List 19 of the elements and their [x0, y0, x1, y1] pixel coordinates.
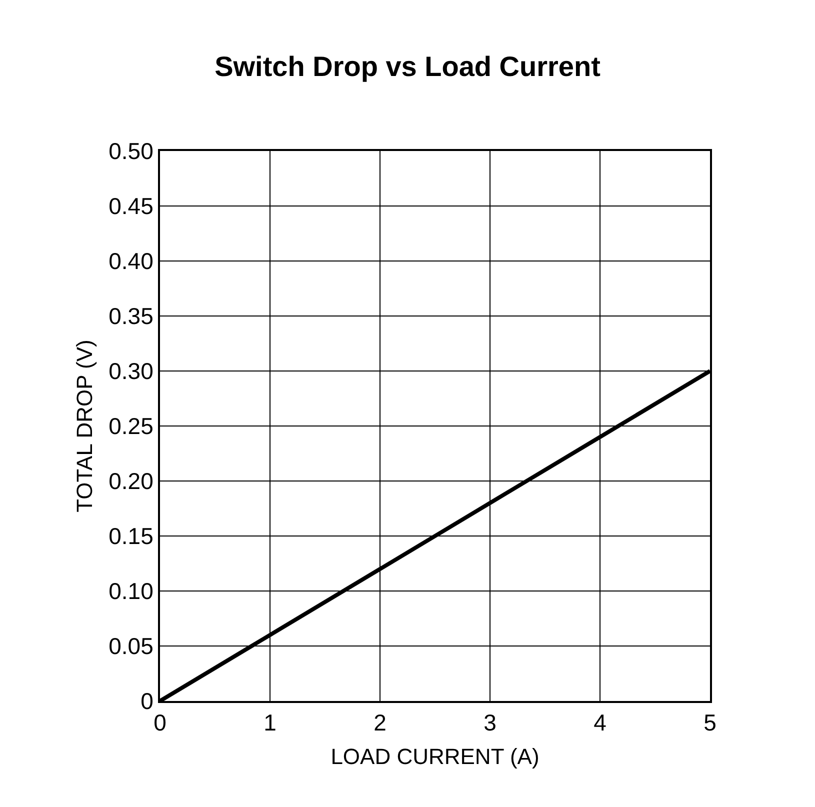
y-tick-label: 0.40	[108, 248, 154, 274]
y-tick-label: 0.35	[108, 303, 154, 330]
y-tick-label: 0.50	[108, 138, 154, 164]
y-tick-label: 0.45	[108, 193, 154, 220]
y-tick-label: 0.10	[108, 578, 154, 604]
x-tick-label: 5	[704, 710, 716, 736]
x-tick-label: 1	[264, 710, 276, 736]
y-tick-label: 0	[140, 688, 154, 714]
y-tick-label: 0.05	[108, 633, 154, 660]
chart-title: Switch Drop vs Load Current	[214, 50, 600, 82]
x-tick-label: 2	[374, 710, 386, 736]
y-tick-label: 0.20	[108, 468, 154, 494]
x-tick-label: 3	[484, 710, 496, 736]
y-tick-label: 0.30	[108, 358, 154, 384]
x-tick-label: 4	[594, 710, 607, 736]
y-axis-title: TOTAL DROP (V)	[72, 340, 97, 512]
y-tick-label: 0.15	[108, 523, 154, 550]
y-tick-label: 0.25	[108, 413, 154, 440]
x-axis-title: LOAD CURRENT (A)	[330, 744, 540, 769]
